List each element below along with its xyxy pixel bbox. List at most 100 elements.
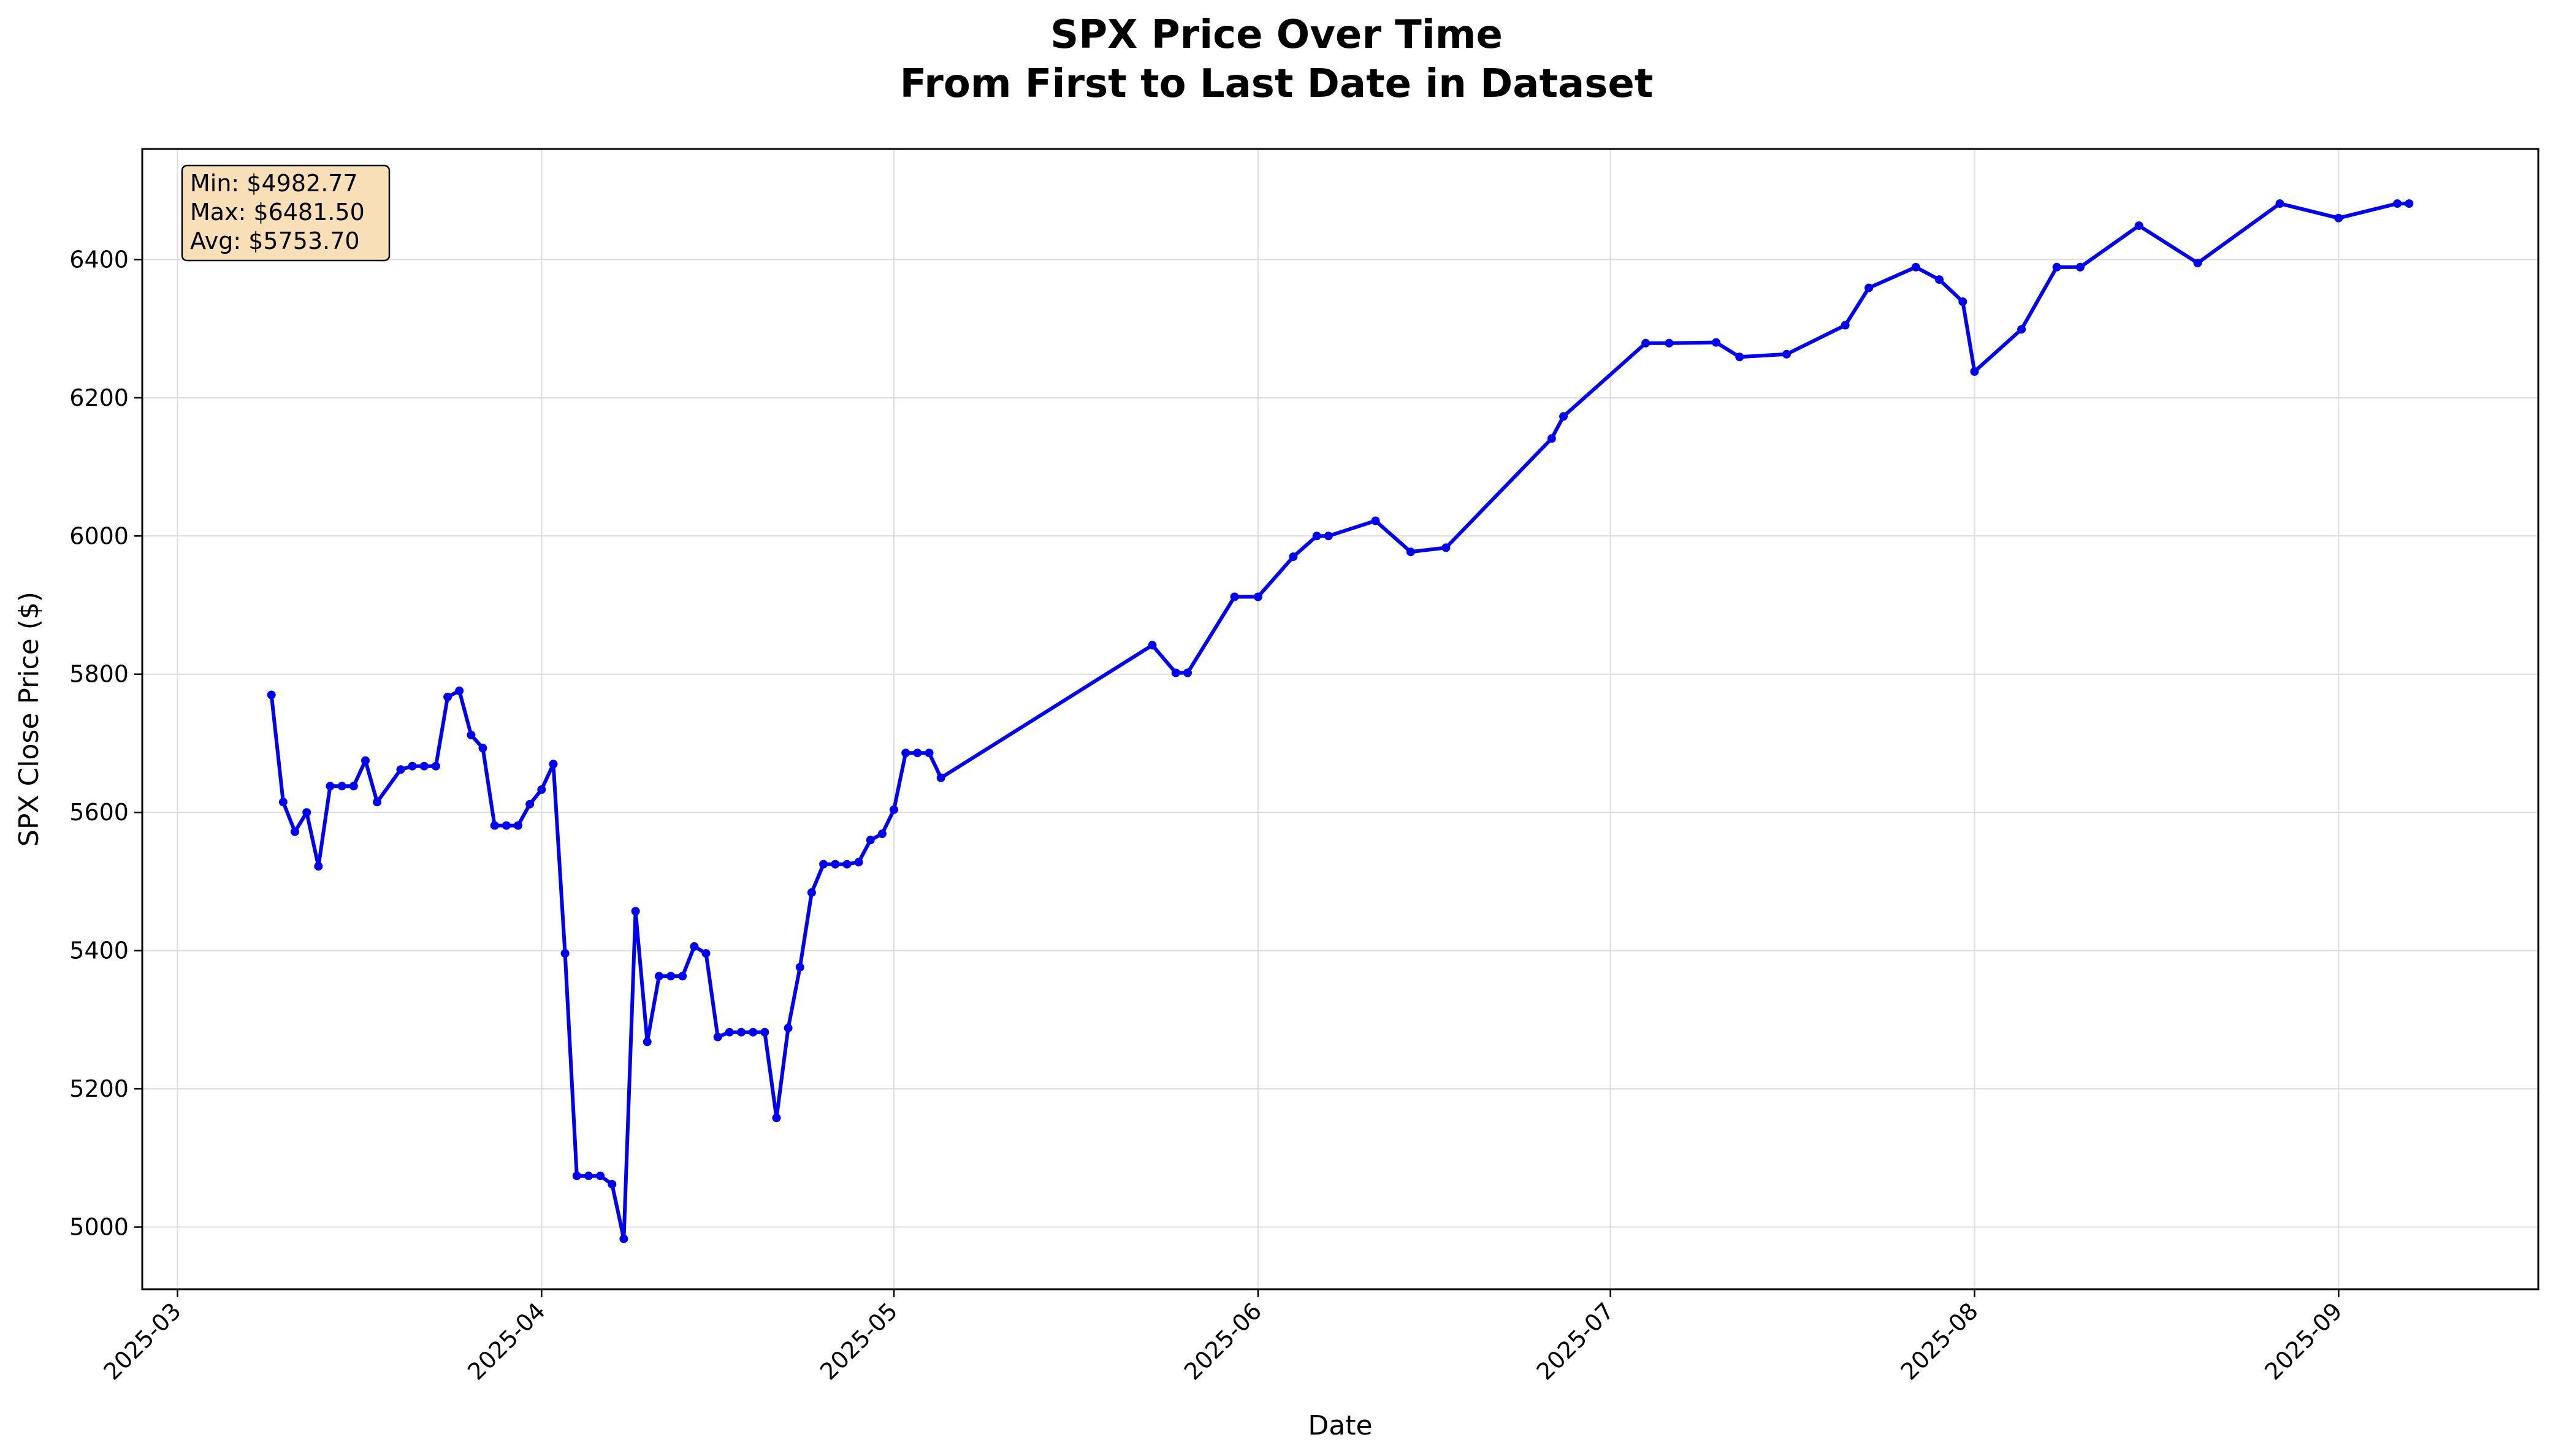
data-point (1712, 338, 1720, 347)
y-tick-label: 5800 (69, 661, 129, 688)
y-tick-label: 6400 (69, 246, 129, 273)
data-point (690, 942, 699, 951)
data-point (772, 1113, 781, 1122)
data-point (443, 692, 452, 701)
data-point (1665, 338, 1674, 348)
data-point (1171, 668, 1180, 677)
stats-min: Min: $4982.77 (190, 170, 358, 197)
data-point (890, 805, 898, 814)
data-point (572, 1172, 581, 1181)
x-tick-label: 2025-08 (1895, 1297, 1983, 1385)
x-tick-label: 2025-05 (815, 1297, 903, 1385)
data-point (478, 744, 487, 753)
stats-max: Max: $6481.50 (190, 199, 365, 226)
data-point (925, 749, 934, 758)
y-tick-label: 5200 (69, 1075, 129, 1102)
data-point (337, 782, 346, 791)
data-point (1183, 668, 1192, 677)
data-point (1230, 592, 1239, 601)
data-point (807, 888, 816, 897)
data-point (1641, 338, 1650, 348)
x-tick-label: 2025-06 (1179, 1297, 1267, 1385)
data-point (455, 686, 464, 695)
data-point (1441, 543, 1451, 552)
data-point (842, 859, 852, 869)
x-tick-label: 2025-09 (2259, 1297, 2347, 1385)
data-point (2134, 221, 2143, 231)
data-point (2017, 325, 2026, 334)
data-point (267, 690, 276, 699)
data-point (396, 765, 405, 774)
x-tick-label: 2025-04 (462, 1297, 550, 1385)
data-point (1935, 275, 1944, 284)
data-point (419, 761, 429, 771)
data-point (1148, 641, 1157, 650)
data-point (431, 761, 440, 771)
data-point (361, 756, 370, 765)
data-point (514, 821, 522, 830)
data-point (936, 773, 945, 782)
data-point (1371, 516, 1380, 525)
data-point (678, 972, 687, 981)
data-point (349, 782, 358, 791)
data-point (302, 808, 311, 817)
data-point (725, 1027, 734, 1037)
x-tick-label: 2025-07 (1532, 1297, 1619, 1385)
data-point (596, 1172, 605, 1181)
data-point (408, 761, 417, 771)
data-point (1559, 412, 1568, 421)
x-tick-label: 2025-03 (98, 1297, 186, 1385)
data-point (784, 1023, 793, 1032)
data-point (326, 782, 335, 791)
data-point (2393, 199, 2402, 208)
data-point (795, 962, 804, 972)
data-point (467, 730, 476, 739)
data-point (701, 949, 711, 958)
data-point (525, 799, 535, 809)
data-point (278, 798, 288, 807)
y-tick-label: 5600 (69, 799, 129, 826)
data-point (631, 907, 640, 916)
y-tick-label: 5400 (69, 937, 129, 964)
data-point (760, 1027, 769, 1037)
data-point (1864, 283, 1874, 292)
data-point (877, 829, 887, 839)
data-point (314, 862, 323, 871)
y-tick-label: 5000 (69, 1214, 129, 1241)
data-point (1911, 262, 1920, 272)
data-point (737, 1027, 746, 1037)
x-axis-label: Date (1308, 1410, 1372, 1441)
y-axis-ticks: 5000 5200 5400 5600 5800 6000 6200 6400 (69, 246, 142, 1241)
data-point (1735, 353, 1744, 362)
data-point (1406, 547, 1415, 557)
grid-lines (142, 149, 2538, 1289)
chart-title-line2: From First to Last Date in Dataset (900, 61, 1654, 107)
data-point (713, 1032, 722, 1042)
series-line (269, 202, 2410, 1241)
data-point (854, 858, 863, 867)
data-point (866, 836, 875, 845)
data-point (749, 1027, 758, 1037)
data-point (1958, 297, 1967, 307)
data-point (549, 760, 558, 769)
data-point (831, 859, 840, 869)
y-tick-label: 6200 (69, 384, 129, 411)
data-point (654, 972, 663, 981)
data-point (2075, 262, 2085, 272)
y-tick-label: 6000 (69, 522, 129, 549)
data-point (666, 972, 676, 981)
data-point (490, 821, 499, 830)
data-point (537, 785, 546, 794)
data-point (913, 749, 922, 758)
stats-avg: Avg: $5753.70 (190, 227, 360, 254)
series-layer (267, 199, 2414, 1243)
data-point (373, 798, 382, 807)
data-point (2052, 262, 2061, 272)
chart-title-line1: SPX Price Over Time (1050, 12, 1503, 58)
data-point (584, 1172, 593, 1181)
data-point (2334, 213, 2343, 223)
y-axis-label: SPX Close Price ($) (13, 592, 45, 847)
x-axis-ticks: 2025-03 2025-04 2025-05 2025-06 2025-07 2025-… (98, 1289, 2348, 1385)
stats-box: Min: $4982.77 Max: $6481.50 Avg: $5753.7… (181, 164, 391, 262)
data-point (819, 859, 828, 869)
